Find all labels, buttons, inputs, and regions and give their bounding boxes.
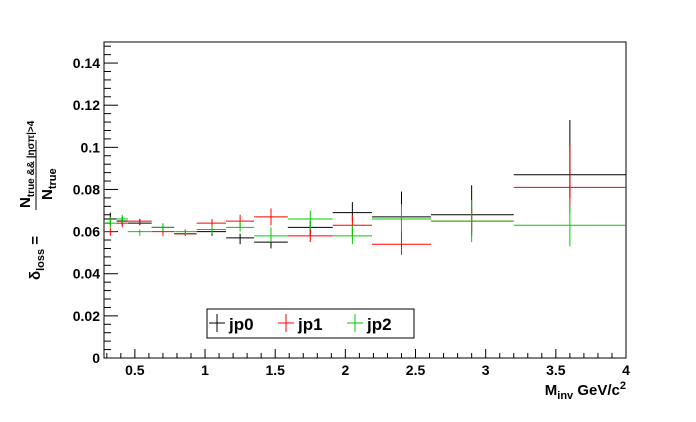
x-tick-label: 3 [482, 362, 490, 378]
data-point [287, 229, 333, 243]
svg-text:Ntrue: Ntrue [39, 168, 59, 200]
y-axis-numerator: N [17, 197, 34, 208]
svg-text:δloss =: δloss = [27, 236, 47, 280]
legend-box [206, 308, 415, 339]
y-axis-delta-sub: loss [35, 249, 47, 271]
y-tick-label: 0.04 [73, 266, 100, 282]
legend: jp0 jp1 jp2 [206, 308, 415, 339]
series-jp1 [104, 145, 626, 255]
data-point [513, 204, 626, 247]
data-point [430, 185, 514, 236]
data-point [104, 227, 117, 236]
data-point [430, 200, 514, 243]
y-tick-label: 0.14 [73, 55, 100, 71]
data-point [254, 208, 288, 226]
data-point [127, 229, 152, 236]
y-axis-title: δloss = Ntrue && |ησπ|>4 Ntrue [17, 120, 59, 280]
plot-frame [103, 41, 627, 359]
x-tick-label: 0.5 [125, 362, 145, 378]
data-point [151, 223, 175, 232]
data-point [226, 233, 255, 245]
x-tick-label: 1 [201, 362, 209, 378]
data-point [430, 208, 514, 232]
x-axis-sup: 2 [620, 380, 626, 392]
y-axis-delta: δ [27, 271, 44, 280]
legend-markers [209, 314, 363, 332]
data-point [104, 216, 117, 228]
y-axis-numerator-sub: true && |ησπ|>4 [26, 120, 37, 197]
legend-label-jp0: jp0 [228, 315, 254, 334]
data-point [332, 225, 373, 245]
x-tick-label: 1.5 [265, 362, 285, 378]
x-axis-rest: GeV/c [573, 382, 620, 399]
y-tick-label: 0.08 [73, 181, 100, 197]
legend-label-jp1: jp1 [297, 315, 323, 334]
x-axis-sub: inv [557, 390, 574, 402]
data-point [287, 210, 333, 230]
data-point [174, 229, 197, 236]
y-axis-denominator-sub: true [47, 168, 59, 189]
axis-ticks: 0.5 1 1.5 2 2.5 3 3.5 4 0 0.02 0.04 0.06 0.08 0.1 0.12… [73, 45, 630, 378]
x-axis-title: Minv GeV/c2 [545, 380, 626, 402]
data-point [116, 214, 128, 224]
data-point [196, 218, 227, 228]
data-point [372, 204, 431, 232]
x-tick-label: 2.5 [406, 362, 426, 378]
series-jp0 [104, 119, 626, 249]
x-tick-label: 3.5 [546, 362, 566, 378]
svg-text:Ntrue && |ησπ|>4: Ntrue && |ησπ|>4 [17, 120, 37, 208]
y-tick-label: 0.12 [73, 97, 100, 113]
y-tick-label: 0 [92, 350, 100, 366]
data-point [196, 225, 227, 234]
data-point [127, 218, 152, 226]
data-point [513, 145, 626, 213]
x-tick-label: 4 [622, 362, 630, 378]
legend-label-jp2: jp2 [366, 315, 392, 334]
x-axis-main: M [545, 382, 558, 399]
data-point [254, 227, 288, 243]
data-point [226, 221, 255, 232]
y-tick-label: 0.02 [73, 308, 100, 324]
y-axis-denominator: N [39, 189, 56, 200]
y-axis-equals: = [27, 236, 44, 249]
y-tick-label: 0.06 [73, 224, 100, 240]
plot-frame-group [103, 41, 627, 359]
y-tick-label: 0.1 [81, 139, 101, 155]
data-series [104, 119, 626, 255]
series-jp2 [104, 200, 626, 247]
data-point [372, 231, 431, 255]
x-tick-label: 2 [341, 362, 349, 378]
data-point [196, 227, 227, 236]
